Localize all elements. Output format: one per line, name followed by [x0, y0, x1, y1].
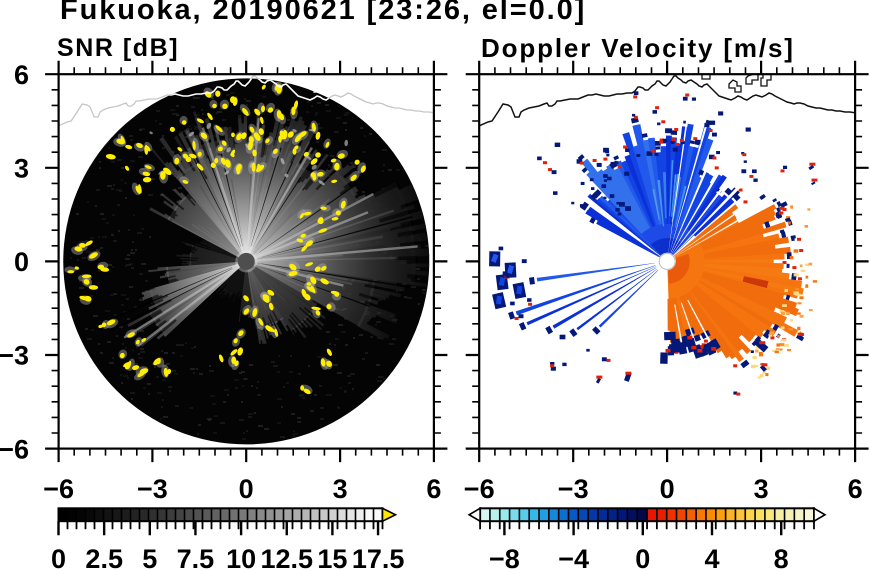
svg-text:−8: −8 [489, 544, 520, 570]
svg-text:−6: −6 [464, 474, 495, 504]
svg-text:8: 8 [774, 544, 789, 570]
svg-text:3: 3 [754, 474, 769, 504]
svg-text:−4: −4 [558, 544, 589, 570]
svg-text:−3: −3 [137, 474, 168, 504]
svg-text:4: 4 [704, 544, 719, 570]
svg-text:−6: −6 [43, 474, 74, 504]
svg-text:−6: −6 [0, 434, 29, 464]
svg-text:3: 3 [333, 474, 348, 504]
svg-text:6: 6 [14, 60, 29, 90]
svg-text:0: 0 [51, 544, 66, 570]
svg-text:12.5: 12.5 [261, 544, 314, 570]
svg-text:−3: −3 [0, 341, 29, 371]
svg-text:3: 3 [14, 154, 29, 184]
svg-text:5: 5 [142, 544, 157, 570]
svg-text:10: 10 [226, 544, 256, 570]
svg-text:6: 6 [848, 474, 863, 504]
svg-text:0: 0 [14, 247, 29, 277]
svg-text:7.5: 7.5 [177, 544, 215, 570]
svg-text:−3: −3 [558, 474, 589, 504]
svg-text:0: 0 [239, 474, 254, 504]
svg-text:15: 15 [317, 544, 347, 570]
svg-text:2.5: 2.5 [85, 544, 123, 570]
svg-text:0: 0 [635, 544, 650, 570]
svg-text:0: 0 [660, 474, 675, 504]
svg-text:17.5: 17.5 [352, 544, 405, 570]
svg-text:6: 6 [426, 474, 441, 504]
